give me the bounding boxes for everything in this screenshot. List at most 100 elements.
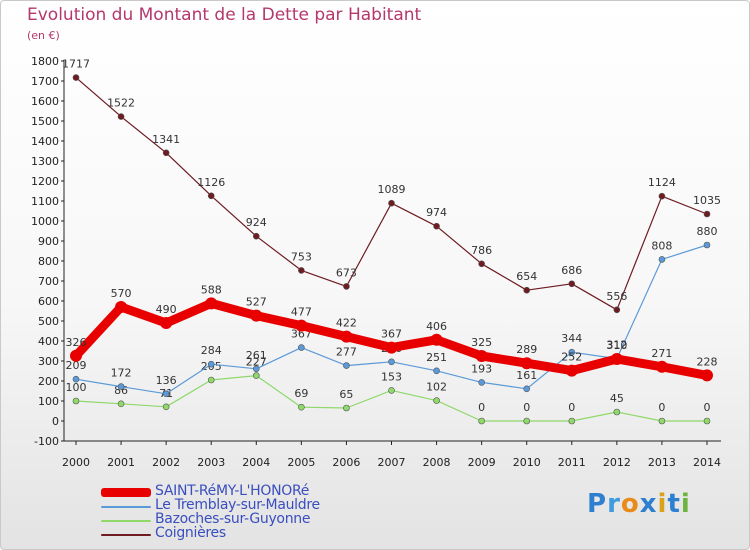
- data-label: 1717: [62, 58, 90, 71]
- data-point: [343, 404, 350, 412]
- data-point: [162, 149, 170, 157]
- data-point: [298, 403, 305, 411]
- data-point: [701, 369, 713, 382]
- data-label: 65: [339, 388, 353, 401]
- logo-letter: t: [667, 489, 681, 519]
- data-label: 786: [471, 244, 492, 257]
- data-point: [298, 267, 305, 274]
- x-tick-label: 2000: [62, 456, 90, 469]
- logo-letter: o: [620, 489, 640, 519]
- x-tick-label: 2010: [513, 456, 541, 469]
- data-label: 0: [523, 401, 530, 414]
- data-label: 310: [606, 339, 627, 352]
- data-point: [613, 306, 621, 314]
- data-label: 153: [381, 370, 402, 383]
- data-point: [205, 297, 218, 310]
- y-tick-label: 500: [38, 315, 59, 328]
- chart-unit: (en €): [27, 29, 60, 42]
- data-point: [388, 358, 395, 366]
- data-point: [568, 417, 576, 425]
- data-point: [430, 333, 443, 346]
- x-tick-label: 2004: [242, 456, 270, 469]
- data-label: 0: [478, 401, 485, 414]
- data-label: 69: [294, 387, 308, 400]
- data-point: [658, 192, 666, 200]
- x-tick-label: 2012: [603, 456, 631, 469]
- data-point: [433, 367, 440, 375]
- data-point: [252, 365, 260, 373]
- data-point: [703, 241, 711, 249]
- data-label: 808: [651, 239, 672, 252]
- data-label: 284: [201, 344, 222, 357]
- data-label: 490: [156, 303, 177, 316]
- x-tick-label: 2009: [468, 456, 496, 469]
- data-point: [207, 192, 215, 200]
- x-tick-label: 2007: [378, 456, 406, 469]
- y-tick-label: 1800: [31, 55, 59, 68]
- data-point: [565, 364, 578, 377]
- logo-letter: i: [657, 489, 668, 519]
- x-tick-label: 2011: [558, 456, 586, 469]
- y-tick-label: 1300: [31, 155, 59, 168]
- data-point: [340, 330, 353, 343]
- x-tick-label: 2005: [287, 456, 315, 469]
- x-tick-label: 2001: [107, 456, 135, 469]
- y-tick-label: 400: [38, 335, 59, 348]
- legend-swatch: [101, 520, 151, 522]
- y-tick-label: 1100: [31, 195, 59, 208]
- data-point: [703, 417, 711, 425]
- data-point: [207, 376, 215, 384]
- data-point: [250, 309, 263, 322]
- y-tick-label: 0: [52, 415, 59, 428]
- data-point: [520, 357, 533, 370]
- data-point: [475, 350, 488, 362]
- y-tick-label: 700: [38, 275, 59, 288]
- y-tick-label: 600: [38, 295, 59, 308]
- data-point: [568, 280, 576, 288]
- data-point: [70, 349, 82, 362]
- legend-swatch: [101, 506, 151, 508]
- data-label: 1126: [197, 176, 225, 189]
- y-tick-label: 1700: [31, 75, 59, 88]
- x-tick-label: 2014: [693, 456, 721, 469]
- y-tick-label: 900: [38, 235, 59, 248]
- data-label: 686: [561, 264, 582, 277]
- data-point: [388, 199, 395, 207]
- data-label: 227: [246, 356, 267, 369]
- data-label: 1035: [693, 194, 721, 207]
- data-point: [568, 348, 576, 356]
- data-point: [295, 319, 308, 332]
- x-tick-label: 2003: [197, 456, 225, 469]
- data-point: [343, 362, 350, 369]
- data-label: 289: [516, 343, 537, 356]
- logo-letter: x: [639, 489, 658, 519]
- data-point: [523, 417, 531, 425]
- data-label: 0: [704, 401, 711, 414]
- data-label: 1124: [648, 176, 676, 189]
- data-label: 570: [111, 287, 132, 300]
- data-point: [433, 222, 440, 230]
- data-point: [478, 417, 485, 425]
- data-point: [117, 400, 125, 408]
- legend-label: Bazoches-sur-Guyonne: [155, 511, 311, 527]
- x-tick-label: 2002: [152, 456, 180, 469]
- data-label: 588: [201, 283, 222, 296]
- x-tick-label: 2006: [332, 456, 360, 469]
- y-tick-label: 1500: [31, 115, 59, 128]
- data-label: 1522: [107, 97, 135, 110]
- y-tick-label: -100: [34, 435, 59, 448]
- data-label: 654: [516, 270, 537, 283]
- data-point: [388, 387, 395, 394]
- data-label: 0: [568, 401, 575, 414]
- legend-label: Le Tremblay-sur-Mauldre: [155, 497, 320, 513]
- data-label: 251: [426, 351, 447, 364]
- data-label: 344: [561, 332, 582, 345]
- data-point: [298, 344, 305, 351]
- y-tick-label: 800: [38, 255, 59, 268]
- y-tick-label: 200: [38, 375, 59, 388]
- data-label: 880: [697, 225, 718, 238]
- legend-label: SAINT-RéMY-L'HONORé: [155, 483, 310, 499]
- data-label: 136: [156, 374, 177, 387]
